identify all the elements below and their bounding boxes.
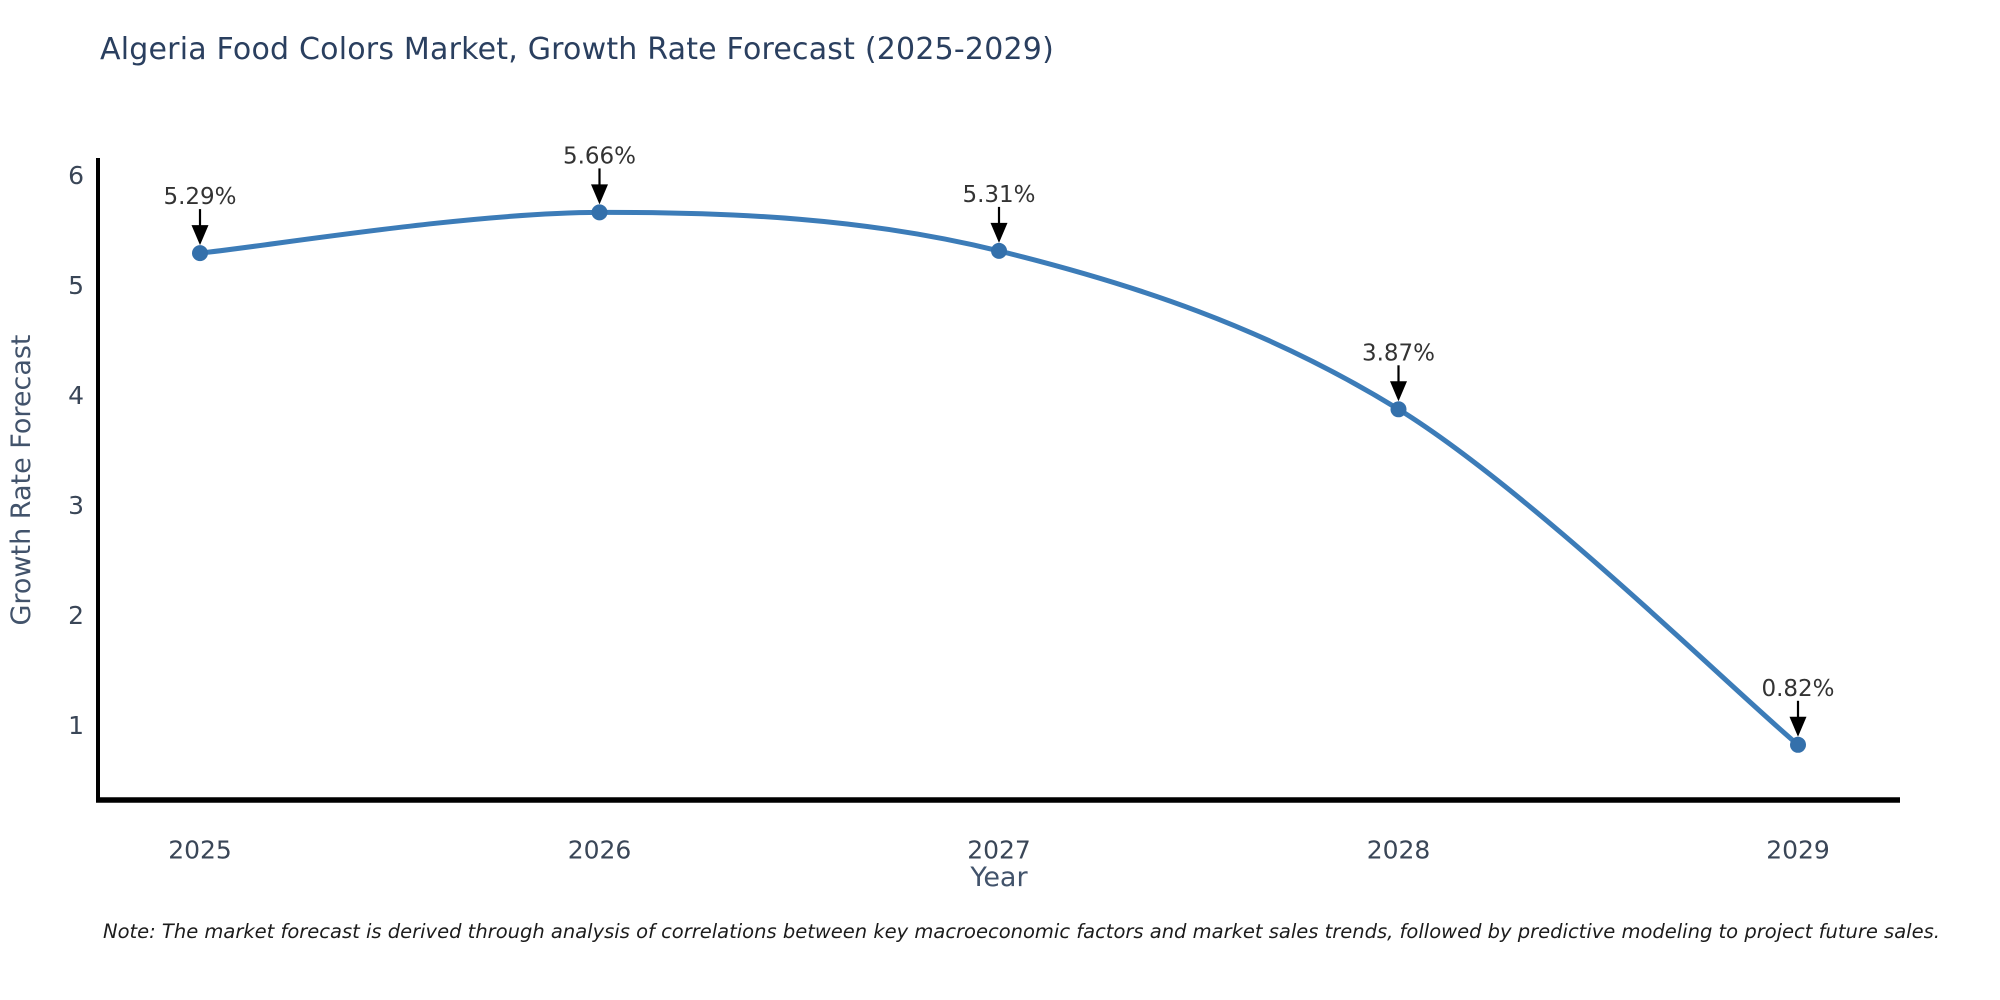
data-point-marker bbox=[991, 242, 1007, 259]
y-tick-label: 1 bbox=[68, 711, 84, 740]
annotation-arrow-head bbox=[990, 222, 1008, 243]
annotation-arrow-head bbox=[1789, 716, 1807, 737]
y-tick-label: 4 bbox=[68, 381, 84, 410]
y-tick-label: 3 bbox=[68, 491, 84, 520]
x-tick-label: 2027 bbox=[967, 835, 1031, 864]
x-tick-label: 2029 bbox=[1766, 835, 1830, 864]
data-point-label: 5.29% bbox=[163, 184, 236, 210]
x-axis-title: Year bbox=[969, 862, 1028, 893]
annotation-arrow-head bbox=[591, 184, 608, 205]
y-tick-label: 2 bbox=[68, 601, 84, 630]
data-point-marker bbox=[1790, 736, 1806, 753]
data-point-marker bbox=[1390, 401, 1407, 418]
x-tick-label: 2025 bbox=[168, 835, 232, 864]
trend-line bbox=[197, 209, 1801, 748]
data-point-label: 3.87% bbox=[1362, 340, 1435, 366]
data-point-label: 5.66% bbox=[563, 143, 636, 169]
y-tick-label: 6 bbox=[68, 161, 84, 190]
annotation-arrow-head bbox=[1390, 381, 1407, 402]
footnote: Note: The market forecast is derived thr… bbox=[103, 920, 1940, 943]
chart-title: Algeria Food Colors Market, Growth Rate … bbox=[100, 32, 1054, 67]
annotation-arrow-head bbox=[191, 225, 209, 246]
x-tick-label: 2026 bbox=[568, 835, 632, 864]
y-tick-label: 5 bbox=[68, 271, 84, 300]
data-point-marker bbox=[591, 204, 608, 221]
data-point-label: 0.82% bbox=[1761, 676, 1834, 702]
data-point-marker bbox=[192, 245, 208, 262]
x-tick-label: 2028 bbox=[1367, 835, 1431, 864]
y-axis-title: Growth Rate Forecast bbox=[6, 334, 37, 625]
data-point-label: 5.31% bbox=[962, 182, 1035, 208]
